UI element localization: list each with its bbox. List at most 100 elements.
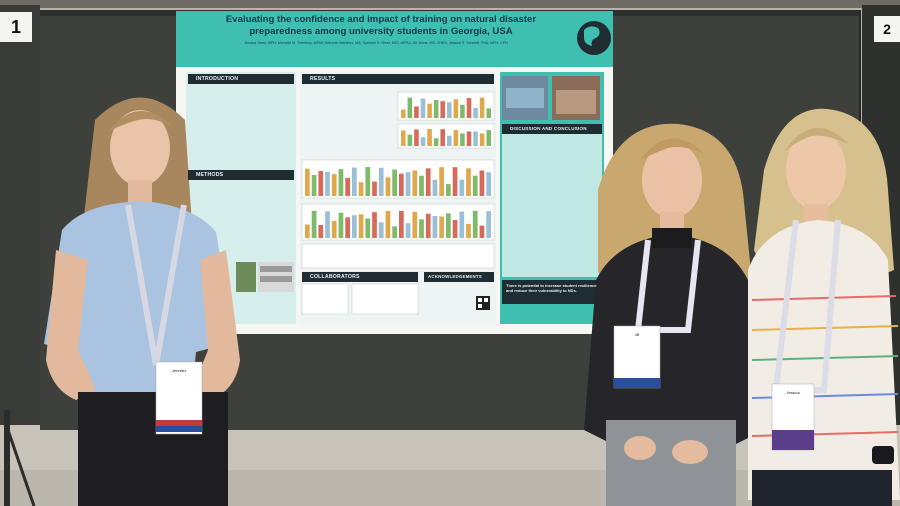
poster-chart-bar bbox=[372, 212, 377, 238]
poster-chart-bar bbox=[439, 167, 444, 196]
poster-chart-bar bbox=[479, 97, 485, 118]
poster-chart-bar bbox=[420, 98, 426, 118]
poster-chart-bar bbox=[412, 170, 418, 196]
poster-chart-bar bbox=[486, 130, 491, 146]
poster-chart-bar bbox=[459, 211, 465, 238]
poster-chart-bar bbox=[401, 130, 406, 146]
poster-chart-bar bbox=[401, 109, 406, 118]
poster-chart-bar bbox=[407, 134, 413, 146]
name-badge-middle bbox=[613, 325, 661, 389]
poster-chart-bar bbox=[305, 224, 310, 238]
person-right bbox=[748, 108, 900, 506]
poster-callout: There is potential to increase student r… bbox=[506, 283, 597, 293]
poster-chart-bar bbox=[452, 219, 458, 238]
poster-chart-bar bbox=[473, 131, 478, 146]
poster-chart-bar bbox=[439, 216, 444, 238]
poster-chart-bar bbox=[414, 129, 419, 146]
poster-chart-bar bbox=[446, 213, 451, 238]
poster-chart-bar bbox=[486, 108, 491, 118]
poster-chart-bar bbox=[405, 172, 411, 196]
poster-chart-bar bbox=[414, 106, 419, 118]
poster-chart-bar bbox=[412, 211, 418, 238]
ceiling-frame bbox=[0, 0, 900, 8]
poster-chart-bar bbox=[420, 137, 426, 146]
poster-chart-bar bbox=[331, 174, 337, 196]
poster-chart-bar bbox=[479, 170, 485, 196]
poster-chart-bar bbox=[358, 214, 364, 238]
poster-chart-bar bbox=[466, 223, 471, 238]
poster-chart-bar bbox=[365, 218, 371, 238]
poster-chart-bar bbox=[432, 215, 438, 238]
poster-chart-bar bbox=[305, 168, 310, 196]
poster-chart-bar bbox=[325, 171, 330, 196]
poster-board-left bbox=[0, 5, 40, 425]
poster-chart-bar bbox=[473, 107, 478, 118]
poster-chart-bar bbox=[453, 99, 459, 118]
section-results: RESULTS bbox=[302, 74, 494, 84]
board-number-sign-right: 2 bbox=[874, 16, 900, 42]
badge-name-left: Jennifer bbox=[171, 368, 187, 373]
poster-chart-bar bbox=[447, 135, 452, 146]
poster-chart-bar bbox=[358, 182, 364, 196]
poster-chart-bar bbox=[479, 225, 485, 238]
poster-chart-bar bbox=[460, 104, 465, 118]
poster-title-line-1: Evaluating the confidence and impact of … bbox=[225, 14, 537, 25]
board-number-sign-left: 1 bbox=[0, 12, 32, 42]
poster-chart-bar bbox=[345, 217, 350, 238]
poster-chart-bar bbox=[453, 130, 459, 146]
poster-title: Evaluating the confidence and impact of … bbox=[186, 14, 576, 38]
poster-chart-bar bbox=[338, 169, 344, 196]
poster-chart-bar bbox=[407, 97, 413, 118]
poster-chart-bar bbox=[419, 175, 424, 196]
poster-chart-bar bbox=[392, 226, 397, 238]
poster-title-line-2: preparedness among university students i… bbox=[249, 26, 513, 37]
person-middle bbox=[584, 123, 764, 506]
poster-chart-bar bbox=[325, 211, 330, 238]
poster-chart-bar bbox=[399, 210, 404, 238]
section-methods: METHODS bbox=[188, 170, 294, 180]
poster-chart-bar bbox=[433, 138, 439, 146]
section-acknowledgements: ACKNOWLEDGEMENTS bbox=[424, 272, 494, 282]
poster-chart-bar bbox=[372, 181, 377, 196]
poster-chart-bar bbox=[419, 219, 424, 238]
poster-chart-bar bbox=[352, 215, 357, 238]
poster-chart-bar bbox=[352, 167, 357, 196]
section-introduction: INTRODUCTION bbox=[188, 74, 294, 84]
poster-chart-bar bbox=[433, 100, 439, 118]
poster-chart-bar bbox=[452, 167, 458, 196]
poster-chart-bar bbox=[378, 167, 384, 196]
poster-header-band bbox=[176, 11, 613, 67]
poster-chart-bar bbox=[486, 211, 491, 238]
poster-chart-bar bbox=[338, 212, 344, 238]
poster-chart-bar bbox=[425, 168, 431, 196]
poster-chart-bar bbox=[345, 178, 350, 196]
poster-chart-bar bbox=[432, 179, 438, 196]
poster-chart-bar bbox=[440, 129, 445, 146]
poster-chart-bar bbox=[486, 172, 491, 196]
poster-chart-bar bbox=[427, 129, 432, 146]
poster-chart-bar bbox=[447, 102, 452, 118]
poster-chart-bar bbox=[466, 168, 471, 196]
poster-chart-bar bbox=[466, 98, 472, 118]
poster-chart-bar bbox=[427, 103, 432, 118]
poster-chart-bar bbox=[446, 184, 451, 196]
poster-chart-bar bbox=[318, 170, 324, 196]
poster-small-photo-1 bbox=[236, 262, 256, 292]
poster-chart-bar bbox=[311, 210, 317, 238]
poster-chart-bar bbox=[460, 133, 465, 146]
poster-chart-bar bbox=[311, 175, 317, 196]
board-leg bbox=[4, 410, 10, 506]
section-discussion: DISCUSSION AND CONCLUSION bbox=[502, 124, 602, 134]
smartwatch bbox=[872, 446, 894, 464]
poster-chart-bar bbox=[440, 101, 445, 118]
poster-chart-bar bbox=[365, 167, 371, 196]
poster-chart-bar bbox=[479, 133, 485, 146]
poster-chart-bar bbox=[459, 179, 465, 196]
poster-chart-bar bbox=[472, 210, 478, 238]
poster-chart-bar bbox=[466, 131, 472, 146]
poster-chart-bar bbox=[318, 224, 324, 238]
badge-name-right: Jessica bbox=[786, 390, 800, 395]
poster-chart-bar bbox=[405, 223, 411, 238]
poster-chart-bar bbox=[425, 213, 431, 238]
poster-chart-bar bbox=[385, 211, 391, 238]
